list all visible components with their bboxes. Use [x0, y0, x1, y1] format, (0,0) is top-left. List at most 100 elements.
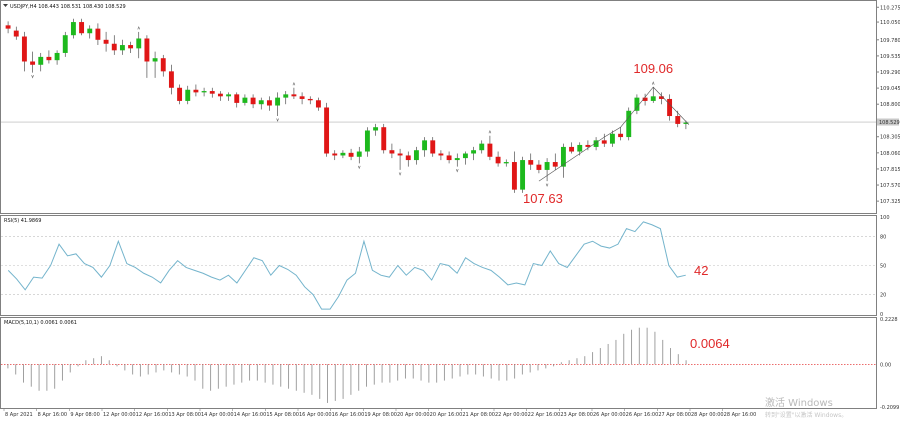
- candle-body: [544, 162, 550, 170]
- low-annotation-label: 107.63: [523, 191, 563, 206]
- price-axis: 110.275 110.050 109.780 109.535 109.290 109.0…: [876, 5, 900, 205]
- time-axis: 8 Apr 2021 8 Apr 16:00 9 Apr 08:00 12 Apr 0…: [3, 408, 757, 418]
- candle-body: [79, 22, 85, 34]
- candle-body: [634, 97, 640, 111]
- price-tick-label: 109.045: [880, 86, 900, 92]
- candle: [446, 151, 452, 164]
- candle: [511, 151, 517, 193]
- price-tick-label: 109.290: [880, 70, 900, 76]
- candle: [103, 31, 109, 52]
- dropdown-triangle-icon[interactable]: [3, 4, 8, 7]
- candle: [185, 85, 191, 105]
- candle: [226, 92, 232, 101]
- fractal-down-marker: [357, 165, 361, 170]
- candle: [283, 91, 289, 105]
- candle-body: [13, 30, 19, 37]
- price-tick-label: 109.780: [880, 38, 900, 44]
- candle-body: [618, 133, 624, 138]
- candle: [397, 148, 403, 170]
- fractal-down-marker: [398, 172, 402, 176]
- candle: [642, 93, 648, 106]
- candle-body: [21, 36, 27, 62]
- price-tick-label: 108.305: [880, 135, 900, 141]
- candle: [5, 21, 11, 34]
- candle-body: [422, 140, 428, 151]
- time-tick-label: 15 Apr 08:00: [266, 412, 299, 418]
- swing-zigzag-line: [538, 86, 690, 182]
- candle-body: [479, 143, 485, 151]
- candle: [683, 120, 689, 130]
- candle-body: [503, 162, 509, 164]
- time-tick-label: 20 Apr 16:00: [430, 412, 463, 418]
- candle: [340, 150, 346, 159]
- price-tick-label: 107.815: [880, 167, 900, 173]
- current-price-line: 108.529: [1, 118, 900, 126]
- candle: [30, 51, 36, 73]
- time-tick-label: 28 Apr 16:00: [724, 412, 757, 418]
- candle: [144, 35, 150, 78]
- candle: [675, 110, 681, 128]
- candle-body: [283, 94, 289, 98]
- candle: [520, 156, 526, 193]
- candle: [495, 151, 501, 167]
- candle-body: [520, 160, 526, 190]
- price-panel-frame[interactable]: [0, 0, 877, 214]
- rsi-tick-label: 100: [880, 215, 890, 221]
- candle: [593, 137, 599, 151]
- candle-body: [275, 97, 281, 106]
- candle-body: [487, 143, 493, 157]
- candle: [422, 137, 428, 157]
- candle: [258, 97, 264, 110]
- candle-body: [250, 97, 256, 105]
- time-tick-label: 27 Apr 08:00: [658, 412, 691, 418]
- candle: [234, 92, 240, 108]
- time-tick-label: 23 Apr 08:00: [560, 412, 593, 418]
- rsi-tick-label: 50: [880, 264, 886, 270]
- candle: [111, 35, 117, 55]
- symbol-header: USDJPY,H4 108.443 108.531 108.430 108.52…: [10, 4, 126, 10]
- candle: [658, 92, 664, 105]
- candle-body: [438, 153, 444, 156]
- candle-body: [119, 45, 125, 51]
- candle: [479, 140, 485, 154]
- price-tick-label: 108.060: [880, 151, 900, 157]
- candle: [405, 151, 411, 167]
- candle-body: [5, 25, 11, 29]
- candle: [160, 54, 166, 77]
- candle: [21, 31, 27, 72]
- candle-body: [217, 93, 223, 97]
- candle: [291, 87, 297, 99]
- candle-body: [397, 153, 403, 156]
- candle-body: [144, 38, 150, 62]
- candle: [193, 84, 199, 97]
- macd-panel-frame[interactable]: [0, 317, 877, 409]
- fractal-down-marker: [276, 118, 279, 122]
- macd-tick-label: -0.2099: [880, 405, 899, 411]
- price-tick-label: 109.535: [880, 54, 900, 60]
- candle-body: [528, 160, 534, 165]
- candle-body: [128, 45, 134, 49]
- candle-body: [373, 127, 379, 131]
- candle: [168, 64, 174, 95]
- candle: [487, 135, 493, 161]
- candle: [560, 143, 566, 178]
- time-tick-label: 19 Apr 08:00: [364, 412, 397, 418]
- candle: [62, 31, 68, 57]
- candle-body: [389, 150, 395, 154]
- candle-body: [30, 61, 36, 65]
- candle: [356, 146, 362, 164]
- candle: [503, 159, 509, 167]
- candle-body: [511, 162, 517, 190]
- candle: [299, 92, 305, 105]
- candle-body: [209, 91, 215, 94]
- candle: [119, 39, 125, 55]
- rsi-indicator: 100 80 50 20 0: [1, 215, 890, 318]
- candle-body: [226, 94, 232, 97]
- candle-body: [46, 56, 52, 61]
- candle: [536, 160, 542, 174]
- candle: [601, 133, 607, 147]
- candle-body: [585, 144, 591, 147]
- time-tick-label: 16 Apr 16:00: [332, 412, 365, 418]
- fractal-down-marker: [455, 169, 459, 173]
